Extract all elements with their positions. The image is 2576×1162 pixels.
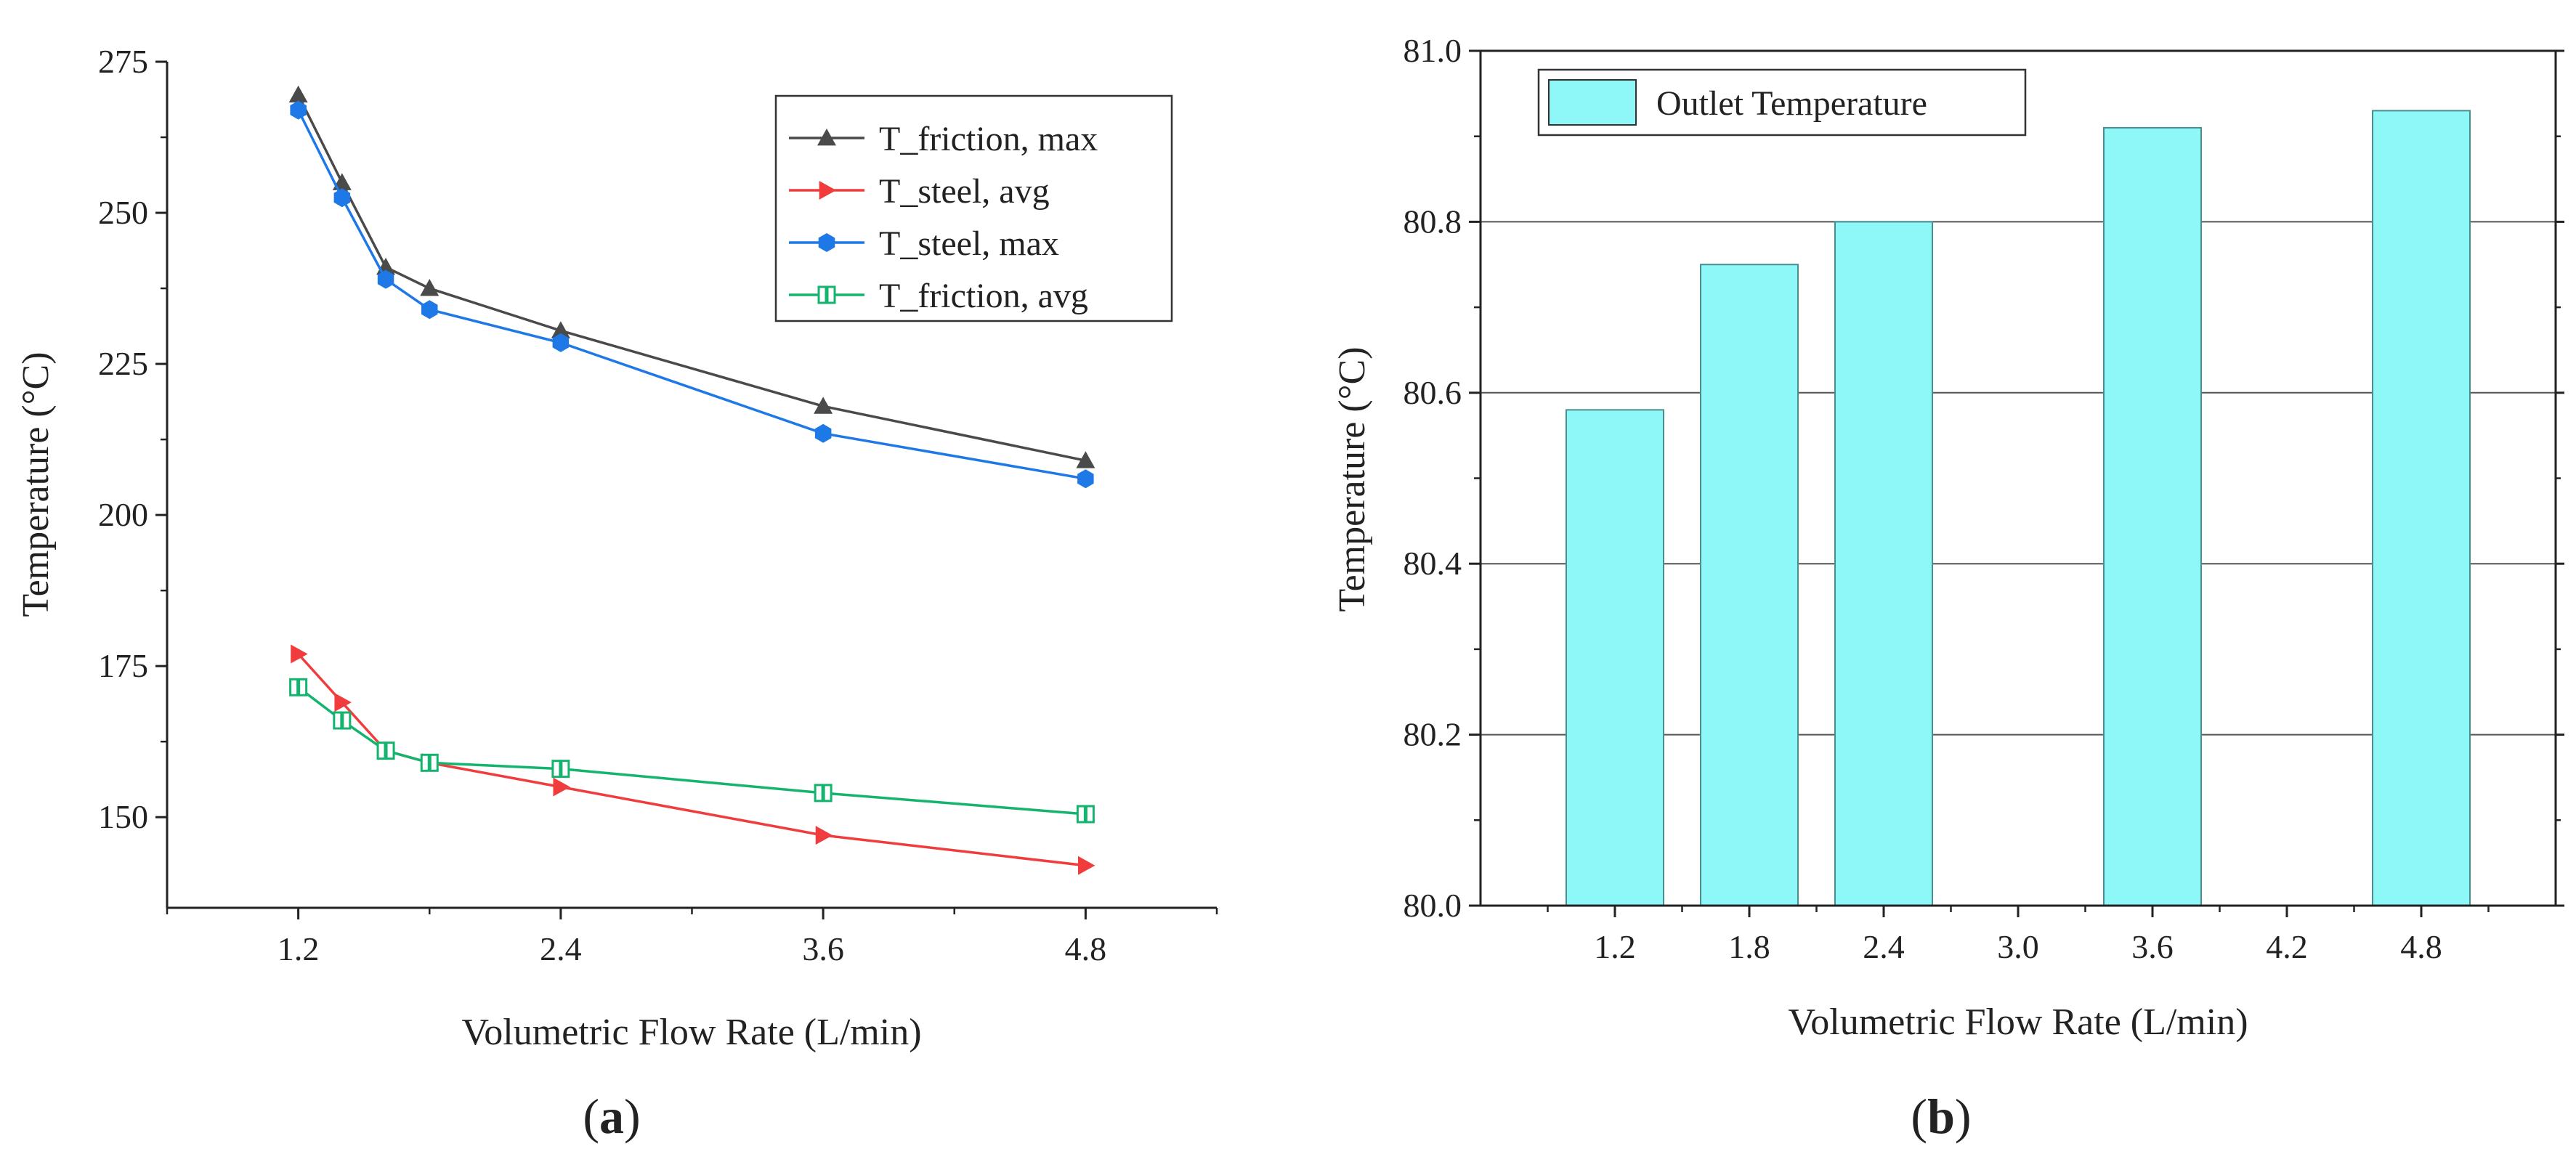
data-point-t-friction-max [814,397,833,414]
panel-a-y-tick-label: 225 [98,345,148,382]
data-point-t-friction-avg [333,711,352,730]
bar-4-8 [2372,110,2471,906]
data-point-t-friction-max [288,85,308,103]
legend-marker [817,129,836,146]
data-point-t-steel-max [421,300,438,320]
legend-marker-fill [825,287,829,303]
data-point-t-friction-avg-fill [340,712,344,729]
series-t-friction-avg [289,678,1095,824]
panel-b-y-tick-label: 80.6 [1404,374,1462,411]
data-point-t-friction-avg [1076,805,1095,824]
panel-a-y-tick-label: 250 [98,194,148,231]
panel-b-x-tick-label: 4.8 [2400,928,2442,965]
legend-marker [818,233,835,252]
data-point-t-friction-avg-fill [296,679,301,696]
data-point-t-friction-max [420,279,440,296]
panel-a-x-axis-title: Volumetric Flow Rate (L/min) [461,1012,921,1053]
series-t-steel-avg [291,644,1095,875]
panel-a-label: (a) [583,1089,640,1144]
panel-b-legend-swatch [1548,79,1637,126]
panel-b-y-tick-label: 81.0 [1404,32,1462,69]
panel-b-x-tick-label: 4.2 [2266,928,2308,965]
panel-a-series [288,85,1095,875]
panel-b-x-tick-label: 1.2 [1594,928,1636,965]
panel-b-x-axis-title: Volumetric Flow Rate (L/min) [1788,1001,2248,1043]
data-point-t-friction-avg-fill [427,755,432,771]
series-line-t-friction-avg [297,686,1086,816]
data-point-t-steel-max [377,269,394,289]
data-point-t-steel-max [1077,469,1094,489]
data-point-t-steel-max [552,333,570,352]
panel-b-y-axis-title: Temperature (°C) [1332,346,1373,612]
data-point-t-steel-avg [334,693,352,712]
panel-a-y-tick-label: 150 [98,798,148,835]
data-point-t-friction-avg-fill [384,742,388,759]
data-point-t-friction-avg [376,742,395,760]
panel-b-label: (b) [1911,1089,1971,1144]
panel-b-x-tick-label: 2.4 [1863,928,1905,965]
panel-a-y-tick-label: 275 [98,43,148,80]
data-point-t-steel-max [290,100,307,120]
data-point-t-steel-avg [291,644,308,664]
data-point-t-friction-avg-fill [1083,806,1087,823]
panel-b-x-tick-label: 3.6 [2131,928,2174,965]
panel-a-x-tick-label: 1.2 [278,930,320,967]
panel-b-x-tick-label: 1.8 [1728,928,1770,965]
data-point-t-steel-avg [815,826,833,845]
panel-a-x-ticks: 1.2 2.4 3.6 4.8 [166,908,1218,967]
data-point-t-friction-avg [289,678,308,696]
panel-b-y-tick-label: 80.2 [1404,716,1462,753]
bar-3-6 [2103,126,2202,906]
panel-a-y-tick-label: 175 [98,647,148,684]
data-point-t-steel-max [814,423,832,443]
legend-item-t-friction-avg: T_friction, avg [789,277,1088,315]
panel-a-legend-items: T_friction, max T_steel, avg T_steel, max T… [789,120,1098,315]
panel-b: 80.0 80.2 80.4 80.6 80.8 81.0 1.2 1.8 2.4 3.0 3.6… [1332,32,2564,1144]
data-point-t-friction-max [1076,451,1095,468]
panel-a-y-ticks: 150 175 200 225 250 275 [98,43,167,835]
bar-2-4 [1834,221,1933,906]
legend-label: T_friction, max [879,120,1098,158]
legend-label: T_steel, avg [879,172,1050,211]
data-point-t-friction-max [551,321,570,338]
panel-a-y-axis-title: Temperature (°C) [15,352,57,617]
legend-item-t-steel-avg: T_steel, avg [789,172,1050,211]
legend-item-t-friction-max: T_friction, max [789,120,1098,158]
panel-a: 150 175 200 225 250 275 1.2 2.4 3.6 4.8 Volumetr… [15,43,1218,1144]
panel-b-x-tick-label: 3.0 [1997,928,2039,965]
panel-a-y-tick-label: 200 [98,496,148,533]
data-point-t-steel-avg [553,777,570,797]
panel-b-label-letter: b [1927,1089,1955,1144]
panel-b-bars [1566,110,2471,906]
data-point-t-friction-avg-fill [559,760,563,777]
bar-1-8 [1700,264,1799,906]
legend-item-t-steel-max: T_steel, max [789,224,1059,263]
data-point-t-steel-avg [1077,856,1095,875]
panel-a-label-letter: a [599,1089,624,1144]
panel-a-legend-box [774,94,1173,322]
panel-a-x-tick-label: 2.4 [540,930,582,967]
data-point-t-friction-avg [551,760,570,779]
legend-label: T_friction, avg [879,277,1088,315]
panel-b-y-tick-label: 80.4 [1404,545,1462,582]
panel-b-y-tick-label: 80.8 [1404,203,1462,240]
series-t-steel-max [290,100,1094,489]
data-point-t-friction-avg [420,753,439,772]
panel-b-legend: Outlet Temperature [1537,68,2027,137]
panel-a-x-tick-label: 4.8 [1065,930,1107,967]
data-point-t-friction-avg [814,784,833,803]
data-point-t-friction-avg-fill [821,784,825,801]
panel-b-legend-label: Outlet Temperature [1656,84,1927,123]
data-point-t-steel-max [333,188,351,208]
legend-label: T_steel, max [879,224,1059,263]
legend-marker [817,285,836,304]
legend-marker [819,181,836,200]
panel-b-x-ticks: 1.2 1.8 2.4 3.0 3.6 4.2 4.8 [1547,906,2490,965]
panel-a-x-tick-label: 3.6 [802,930,844,967]
bar-1-2 [1566,409,1664,906]
panel-a-legend: T_friction, max T_steel, avg T_steel, max T… [774,94,1173,322]
panel-b-y-ticks: 80.0 80.2 80.4 80.6 80.8 81.0 [1404,32,2564,924]
panel-b-y-tick-label: 80.0 [1404,887,1462,924]
